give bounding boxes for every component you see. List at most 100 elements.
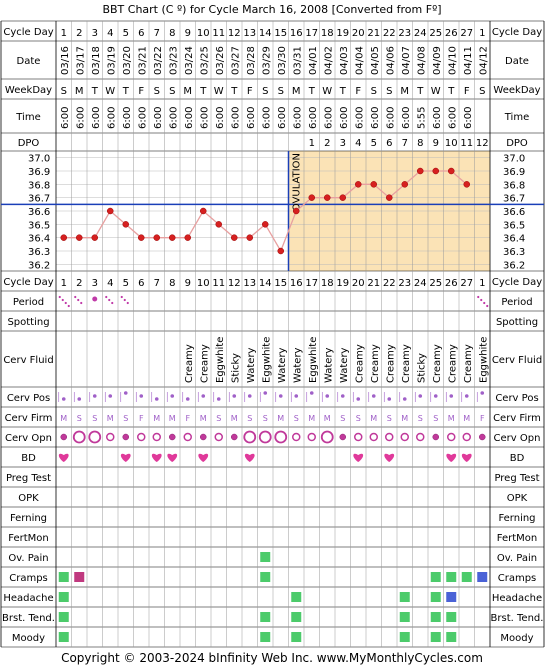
- y-tick-left: 36.7: [28, 194, 50, 205]
- row-label-cycle_day2: Cycle Day: [3, 277, 53, 288]
- bd-heart: [120, 453, 131, 462]
- cerv-opn-mark: [274, 430, 288, 444]
- row-label-time: Time: [15, 112, 40, 123]
- cerv-firm-label: M: [448, 414, 455, 423]
- cerv-opn-mark: [183, 432, 192, 442]
- weekday-label: F: [464, 86, 470, 97]
- period-mark: [483, 301, 486, 305]
- cerv-firm-label: M: [308, 414, 315, 423]
- date-label: 03/28: [246, 46, 257, 75]
- cerv-firm-label: F: [185, 414, 190, 423]
- cycle-day: 18: [321, 278, 334, 289]
- cycle-day: 7: [154, 28, 160, 39]
- time-label: 6:00: [184, 107, 195, 129]
- temp-point: [184, 234, 191, 241]
- cerv-fluid-label: Creamy: [463, 344, 474, 383]
- cerv-pos-mark: [247, 394, 252, 398]
- cerv-pos-mark: [433, 394, 438, 398]
- time-label: 6:00: [401, 107, 412, 129]
- row-label-ov_pain: Ov. Pain: [8, 553, 48, 564]
- weekday-label: F: [138, 86, 144, 97]
- symptom-brst_tend: [58, 612, 69, 622]
- cerv-opn-mark: [416, 432, 425, 442]
- cerv-fluid-label: Eggwhite: [308, 337, 319, 383]
- temp-point: [262, 221, 269, 228]
- cycle-day: 20: [352, 28, 365, 39]
- cerv-firm-label: M: [153, 414, 160, 423]
- y-tick-left: 36.6: [28, 207, 50, 218]
- cerv-opn-mark: [479, 433, 486, 441]
- y-tick-left: 36.8: [28, 180, 50, 191]
- cerv-firm-label: S: [263, 414, 268, 423]
- label-layer: Cycle Day Cycle Day Date Date WeekDay WeekDay…: [2, 27, 543, 644]
- cycle-day: 12: [228, 28, 241, 39]
- temp-point: [293, 207, 300, 215]
- cerv-fluid-label: Watery: [339, 347, 350, 383]
- date-label: 03/24: [184, 46, 195, 75]
- cycle-day: 22: [383, 28, 396, 39]
- row-label-right-cycle_day2: Cycle Day: [492, 277, 542, 288]
- row-label-right-dpo: DPO: [506, 138, 528, 149]
- period-mark: [123, 298, 126, 302]
- symptom-moody: [399, 632, 410, 642]
- y-tick-left: 36.4: [28, 234, 50, 245]
- row-label-right-weekday: WeekDay: [493, 85, 540, 96]
- cycle-day: 13: [243, 28, 256, 39]
- cycle-day: 5: [123, 278, 129, 289]
- cerv-opn-mark: [72, 430, 86, 444]
- symptom-headache: [399, 592, 410, 602]
- cerv-opn-mark: [152, 432, 161, 442]
- y-tick-right: 36.8: [503, 180, 525, 191]
- row-label-cerv_opn: Cerv Opn: [5, 433, 52, 444]
- symptom-cramps: [446, 572, 457, 582]
- cycle-day: 25: [429, 278, 442, 289]
- row-label-right-cerv_pos: Cerv Pos: [495, 393, 538, 404]
- time-label: 6:00: [75, 107, 86, 129]
- y-tick-right: 36.6: [503, 207, 525, 218]
- cycle-day: 1: [479, 28, 485, 39]
- row-label-right-headache: Headache: [492, 593, 542, 604]
- temp-point: [122, 221, 129, 228]
- cerv-pos-mark: [139, 394, 144, 398]
- cycle-day: 3: [92, 28, 98, 39]
- weekday-label: M: [400, 86, 409, 97]
- cerv-firm-label: S: [92, 414, 97, 423]
- y-tick-right: 36.9: [503, 167, 525, 178]
- symptom-cramps: [58, 572, 69, 582]
- date-label: 03/29: [261, 46, 272, 75]
- weekday-label: S: [278, 86, 284, 97]
- symptom-cramps: [74, 572, 85, 582]
- symptom-headache: [291, 592, 302, 602]
- cycle-day: 1: [61, 278, 67, 289]
- cerv-fluid-label: Sticky: [416, 353, 427, 383]
- row-label-fertmon: FertMon: [8, 533, 48, 544]
- date-label: 04/07: [401, 46, 412, 75]
- symptom-brst_tend: [430, 612, 441, 622]
- cycle-day: 16: [290, 28, 303, 39]
- row-label-right-brst_tend: Brst. Tend.: [491, 613, 544, 624]
- footer: Copyright © 2003-2024 bInfinity Web Inc.…: [61, 651, 483, 665]
- time-label: 6:00: [261, 107, 272, 129]
- row-label-right-bd: BD: [510, 453, 525, 464]
- cerv-opn-mark: [385, 432, 394, 442]
- cycle-day: 23: [398, 28, 411, 39]
- y-tick-right: 37.0: [503, 154, 525, 165]
- date-label: 04/01: [308, 46, 319, 75]
- temp-point: [231, 234, 238, 241]
- row-label-moody: Moody: [12, 633, 45, 644]
- temp-point: [153, 234, 160, 241]
- row-label-cerv_firm: Cerv Firm: [5, 413, 53, 424]
- row-label-right-preg_test: Preg Test: [494, 473, 539, 484]
- cerv-opn-mark: [258, 430, 272, 444]
- date-label: 04/03: [339, 46, 350, 75]
- time-label: 6:00: [122, 107, 133, 129]
- cerv-pos-mark: [201, 394, 206, 398]
- row-label-right-period: Period: [501, 297, 532, 308]
- date-label: 03/21: [137, 46, 148, 75]
- time-label: 6:00: [91, 107, 102, 129]
- temp-point: [324, 194, 331, 201]
- weekday-label: T: [122, 86, 130, 97]
- date-label: 03/26: [215, 46, 226, 75]
- dpo-label: 10: [445, 138, 458, 149]
- cycle-day: 5: [123, 28, 129, 39]
